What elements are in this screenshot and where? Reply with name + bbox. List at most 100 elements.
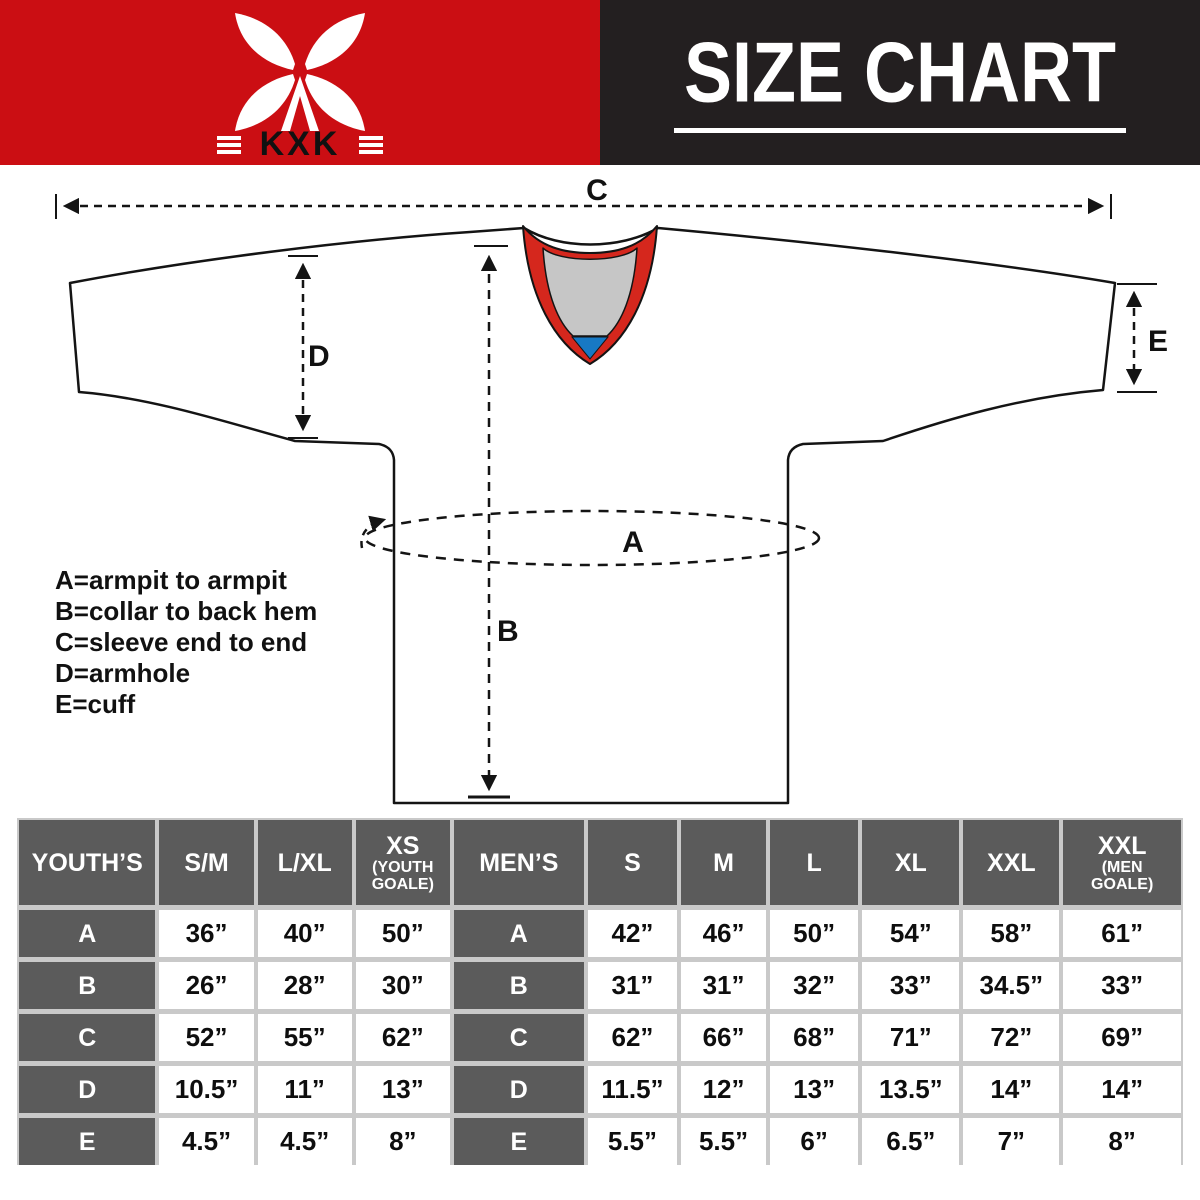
table-cell: 31” xyxy=(681,962,766,1009)
table-cell: 28” xyxy=(257,962,352,1009)
logo-wing-top-left-icon xyxy=(235,12,295,70)
table-cell: 14” xyxy=(1063,1066,1181,1113)
table-cell: 68” xyxy=(769,1014,859,1061)
table-cell: 30” xyxy=(355,962,450,1009)
table-cell: 33” xyxy=(1063,962,1181,1009)
table-cell: 12” xyxy=(681,1066,766,1113)
collar-blue-insert xyxy=(570,336,610,360)
size-table: YOUTH’S S/M L/XL XS (YOUTH GOALE) MEN’S … xyxy=(17,818,1183,1165)
logo-brand-text: KXK xyxy=(260,125,341,158)
table-cell: 52” xyxy=(159,1014,254,1061)
table-cell: 5.5” xyxy=(587,1118,678,1165)
table-cell: 33” xyxy=(862,962,960,1009)
table-cell: 26” xyxy=(159,962,254,1009)
table-cell: 6.5” xyxy=(862,1118,960,1165)
youth-col-lxl: L/XL xyxy=(257,820,352,905)
jersey-outline xyxy=(68,226,1117,805)
table-cell: 11.5” xyxy=(587,1066,678,1113)
men-col-m: M xyxy=(681,820,766,905)
youth-goalie-size: XS xyxy=(386,831,420,860)
table-cell: 10.5” xyxy=(159,1066,254,1113)
jersey-svg: C D B A E xyxy=(55,174,1168,805)
legend-line-a: A=armpit to armpit xyxy=(55,565,287,595)
a-ellipse xyxy=(363,509,821,567)
men-col-xl: XL xyxy=(862,820,960,905)
table-cell: 5.5” xyxy=(681,1118,766,1165)
table-cell: 40” xyxy=(257,910,352,957)
men-col-l: L xyxy=(769,820,859,905)
logo-wing-bottom-left-icon xyxy=(235,73,295,131)
jersey-diagram: C D B A E A=armpit to armpit B=collar to… xyxy=(0,165,1200,818)
youth-col-goalie: XS (YOUTH GOALE) xyxy=(355,820,450,905)
title-underline xyxy=(674,128,1126,133)
men-goalie-size: XXL xyxy=(1097,831,1147,860)
table-cell: 61” xyxy=(1063,910,1181,957)
men-table-title: MEN’S xyxy=(453,820,584,905)
men-row-label-a: A xyxy=(453,910,584,957)
a-ellipse-arrow xyxy=(360,515,387,549)
table-cell: 66” xyxy=(681,1014,766,1061)
men-row-label-b: B xyxy=(453,962,584,1009)
men-col-goalie: XXL (MEN GOALE) xyxy=(1063,820,1181,905)
logo-wing-bottom-right-icon xyxy=(305,73,365,131)
title-panel: SIZE CHART xyxy=(600,0,1200,165)
c-label: C xyxy=(586,174,608,207)
table-cell: 62” xyxy=(587,1014,678,1061)
table-cell: 13.5” xyxy=(862,1066,960,1113)
table-cell: 36” xyxy=(159,910,254,957)
table-cell: 42” xyxy=(587,910,678,957)
table-cell: 58” xyxy=(963,910,1060,957)
e-label: E xyxy=(1148,325,1168,358)
table-cell: 13” xyxy=(769,1066,859,1113)
table-cell: 62” xyxy=(355,1014,450,1061)
men-col-s: S xyxy=(587,820,678,905)
logo-bars-left-icon xyxy=(217,135,241,154)
legend-line-b: B=collar to back hem xyxy=(55,596,318,626)
collar-gray-inner xyxy=(542,247,638,337)
table-cell: 46” xyxy=(681,910,766,957)
table-cell: 71” xyxy=(862,1014,960,1061)
table-cell: 34.5” xyxy=(963,962,1060,1009)
table-cell: 72” xyxy=(963,1014,1060,1061)
table-cell: 4.5” xyxy=(257,1118,352,1165)
men-goalie-note2: GOALE) xyxy=(1091,875,1154,893)
a-label: A xyxy=(622,526,644,559)
youth-row-label-b: B xyxy=(19,962,156,1009)
legend-line-e: E=cuff xyxy=(55,689,136,719)
table-cell: 4.5” xyxy=(159,1118,254,1165)
men-row-label-c: C xyxy=(453,1014,584,1061)
d-label: D xyxy=(308,340,330,373)
table-cell: 6” xyxy=(769,1118,859,1165)
logo-center-legs-icon xyxy=(281,75,319,131)
youth-goalie-note2: GOALE) xyxy=(371,875,434,893)
youth-col-sm: S/M xyxy=(159,820,254,905)
table-cell: 55” xyxy=(257,1014,352,1061)
header: KXK SIZE CHART xyxy=(0,0,1200,165)
table-cell: 8” xyxy=(355,1118,450,1165)
table-cell: 13” xyxy=(355,1066,450,1113)
youth-row-label-c: C xyxy=(19,1014,156,1061)
table-cell: 32” xyxy=(769,962,859,1009)
table-cell: 69” xyxy=(1063,1014,1181,1061)
table-cell: 14” xyxy=(963,1066,1060,1113)
page-title: SIZE CHART xyxy=(684,25,1116,121)
table-cell: 50” xyxy=(769,910,859,957)
youth-row-label-d: D xyxy=(19,1066,156,1113)
legend-line-d: D=armhole xyxy=(55,658,191,688)
youth-row-label-e: E xyxy=(19,1118,156,1165)
measurement-legend: A=armpit to armpit B=collar to back hem … xyxy=(55,565,317,720)
b-label: B xyxy=(497,615,519,648)
kxk-logo: KXK xyxy=(217,12,383,158)
men-row-label-d: D xyxy=(453,1066,584,1113)
logo-bars-right-icon xyxy=(359,135,383,154)
youth-table-title: YOUTH’S xyxy=(19,820,156,905)
men-row-label-e: E xyxy=(453,1118,584,1165)
men-goalie-note1: (MEN xyxy=(1101,858,1143,876)
youth-goalie-note1: (YOUTH xyxy=(372,858,434,876)
legend-line-c: C=sleeve end to end xyxy=(55,627,308,657)
table-cell: 7” xyxy=(963,1118,1060,1165)
table-cell: 54” xyxy=(862,910,960,957)
men-col-xxl: XXL xyxy=(963,820,1060,905)
brand-panel: KXK xyxy=(0,0,600,165)
